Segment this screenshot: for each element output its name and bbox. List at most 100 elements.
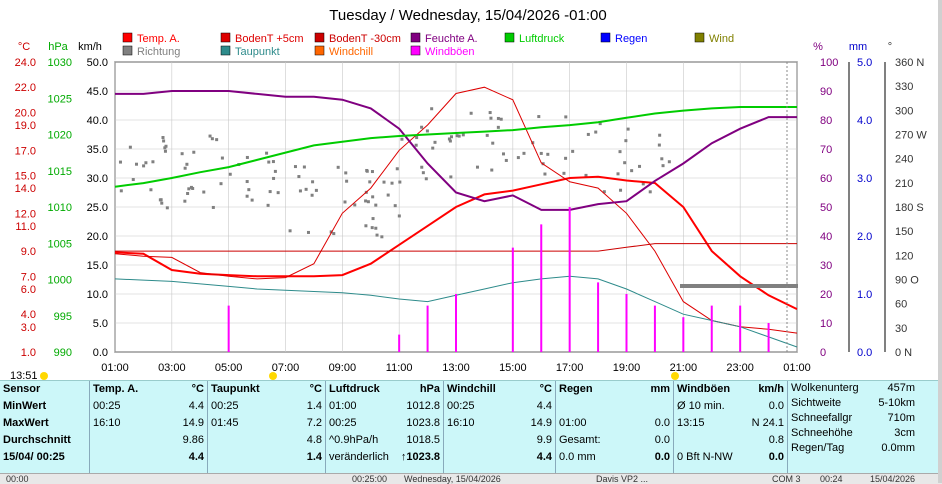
direction-dot bbox=[245, 155, 249, 159]
cell-time bbox=[677, 432, 769, 449]
direction-dot bbox=[183, 199, 187, 203]
direction-dot bbox=[134, 162, 138, 166]
col-unit: mm bbox=[650, 383, 670, 395]
col-extra: Wolkenunterg 457m Sichtweite 5-10km Schnee… bbox=[788, 381, 918, 473]
status-time: 00:00 bbox=[6, 474, 29, 484]
direction-dot bbox=[390, 181, 394, 185]
legend-label[interactable]: Luftdruck bbox=[519, 33, 565, 45]
legend-label[interactable]: Wind bbox=[709, 33, 734, 45]
cell-value: 1012.8 bbox=[406, 400, 440, 412]
legend-swatch[interactable] bbox=[314, 45, 325, 56]
left-axes-ticks: 50.0 45.0 40.0 35.0 30.0 25.0 20.0 15.0 10.0 5.0 0… bbox=[15, 57, 108, 359]
direction-dot bbox=[638, 164, 642, 168]
direction-dot bbox=[368, 180, 372, 184]
col-regen: Regen mm 01:00 0.0 Gesamt: 0.0 0.0 mm 0.0 bbox=[556, 381, 674, 473]
cell-time bbox=[93, 432, 183, 449]
direction-dot bbox=[370, 170, 374, 174]
tick-time: 19:00 bbox=[613, 362, 641, 374]
cell-value: 1023.8 bbox=[406, 417, 440, 429]
legend-label[interactable]: Windböen bbox=[425, 46, 475, 58]
tick-kmh: 15.0 bbox=[87, 260, 108, 272]
cell-time: 01:00 bbox=[329, 400, 357, 412]
tick-celsius: 19.0 bbox=[15, 120, 36, 132]
direction-dot bbox=[586, 132, 590, 136]
direction-dot bbox=[185, 162, 189, 166]
forecast-bar bbox=[680, 284, 798, 288]
axis-unit: km/h bbox=[78, 41, 102, 53]
direction-dot bbox=[648, 190, 652, 194]
direction-dot bbox=[160, 201, 164, 205]
direction-dot bbox=[306, 230, 310, 234]
legend-swatch[interactable] bbox=[220, 32, 231, 43]
legend-label[interactable]: Windchill bbox=[329, 46, 373, 58]
tick-mm: 0.0 bbox=[857, 347, 872, 359]
direction-dot bbox=[374, 203, 378, 207]
cell-time: 0 Bft N-NW bbox=[677, 451, 733, 463]
legend-label[interactable]: Temp. A. bbox=[137, 33, 180, 45]
cell-time bbox=[447, 432, 537, 449]
legend-label[interactable]: Feuchte A. bbox=[425, 33, 478, 45]
tick-mm: 1.0 bbox=[857, 289, 872, 301]
direction-dot bbox=[131, 178, 135, 182]
tick-mm: 4.0 bbox=[857, 115, 872, 127]
legend-swatch[interactable] bbox=[122, 32, 133, 43]
direction-dot bbox=[371, 195, 375, 199]
legend-label[interactable]: BodenT -30cm bbox=[329, 33, 401, 45]
direction-dot bbox=[288, 229, 292, 233]
tick-time: 05:00 bbox=[215, 362, 243, 374]
legend-swatch[interactable] bbox=[122, 45, 133, 56]
tick-degree: 180 S bbox=[895, 202, 924, 214]
legend-label[interactable]: BodenT +5cm bbox=[235, 33, 304, 45]
row-label: MaxWert bbox=[3, 417, 49, 429]
marker-dot-left[interactable] bbox=[40, 372, 48, 380]
tick-kmh: 40.0 bbox=[87, 115, 108, 127]
legend-swatch[interactable] bbox=[314, 32, 325, 43]
direction-dot bbox=[475, 165, 479, 169]
legend-swatch[interactable] bbox=[410, 45, 421, 56]
direction-dot bbox=[314, 188, 318, 192]
direction-dot bbox=[165, 206, 169, 210]
cell-time: ^0.9hPa/h bbox=[329, 434, 379, 446]
direction-dot bbox=[142, 164, 146, 168]
legend-swatch[interactable] bbox=[504, 32, 515, 43]
direction-dot bbox=[364, 199, 368, 203]
direction-dot bbox=[496, 116, 500, 120]
direction-dot bbox=[626, 127, 630, 131]
cell-value: 7.2 bbox=[306, 417, 322, 429]
direction-dot bbox=[400, 137, 404, 141]
legend-swatch[interactable] bbox=[220, 45, 231, 56]
tick-celsius: 11.0 bbox=[15, 221, 36, 233]
col-header: Luftdruck bbox=[329, 383, 380, 395]
direction-dot bbox=[364, 224, 368, 228]
cell-value: 0.0 bbox=[768, 400, 784, 412]
status-port: COM 3 bbox=[772, 474, 801, 484]
direction-dot bbox=[618, 150, 622, 154]
tick-percent: 20 bbox=[820, 289, 832, 301]
direction-dot bbox=[616, 172, 620, 176]
direction-dot bbox=[247, 188, 251, 192]
legend-label[interactable]: Regen bbox=[615, 33, 647, 45]
direction-dot bbox=[245, 180, 249, 184]
marker-dot-mid[interactable] bbox=[269, 372, 277, 380]
direction-dot bbox=[564, 115, 568, 119]
legend-swatch[interactable] bbox=[410, 32, 421, 43]
cell-time: 01:45 bbox=[211, 417, 239, 429]
direction-dot bbox=[499, 117, 503, 121]
direction-dot bbox=[228, 172, 232, 176]
direction-dot bbox=[397, 214, 401, 218]
tick-time: 07:00 bbox=[272, 362, 300, 374]
marker-dot-right[interactable] bbox=[671, 372, 679, 380]
status-duration: 00:25:00 bbox=[352, 474, 388, 484]
tick-hpa: 1020 bbox=[48, 130, 72, 142]
cell-value: 9.86 bbox=[182, 434, 204, 446]
direction-dot bbox=[128, 145, 132, 149]
tick-time: 03:00 bbox=[158, 362, 186, 374]
legend-label[interactable]: Taupunkt bbox=[235, 46, 280, 58]
legend-swatch[interactable] bbox=[694, 32, 705, 43]
legend-swatch[interactable] bbox=[600, 32, 611, 43]
tick-kmh: 50.0 bbox=[87, 57, 108, 69]
tick-time: 21:00 bbox=[670, 362, 698, 374]
cell-value: N 24.1 bbox=[751, 417, 784, 429]
legend-label[interactable]: Richtung bbox=[137, 46, 180, 58]
cell-value: 9.9 bbox=[536, 434, 552, 446]
